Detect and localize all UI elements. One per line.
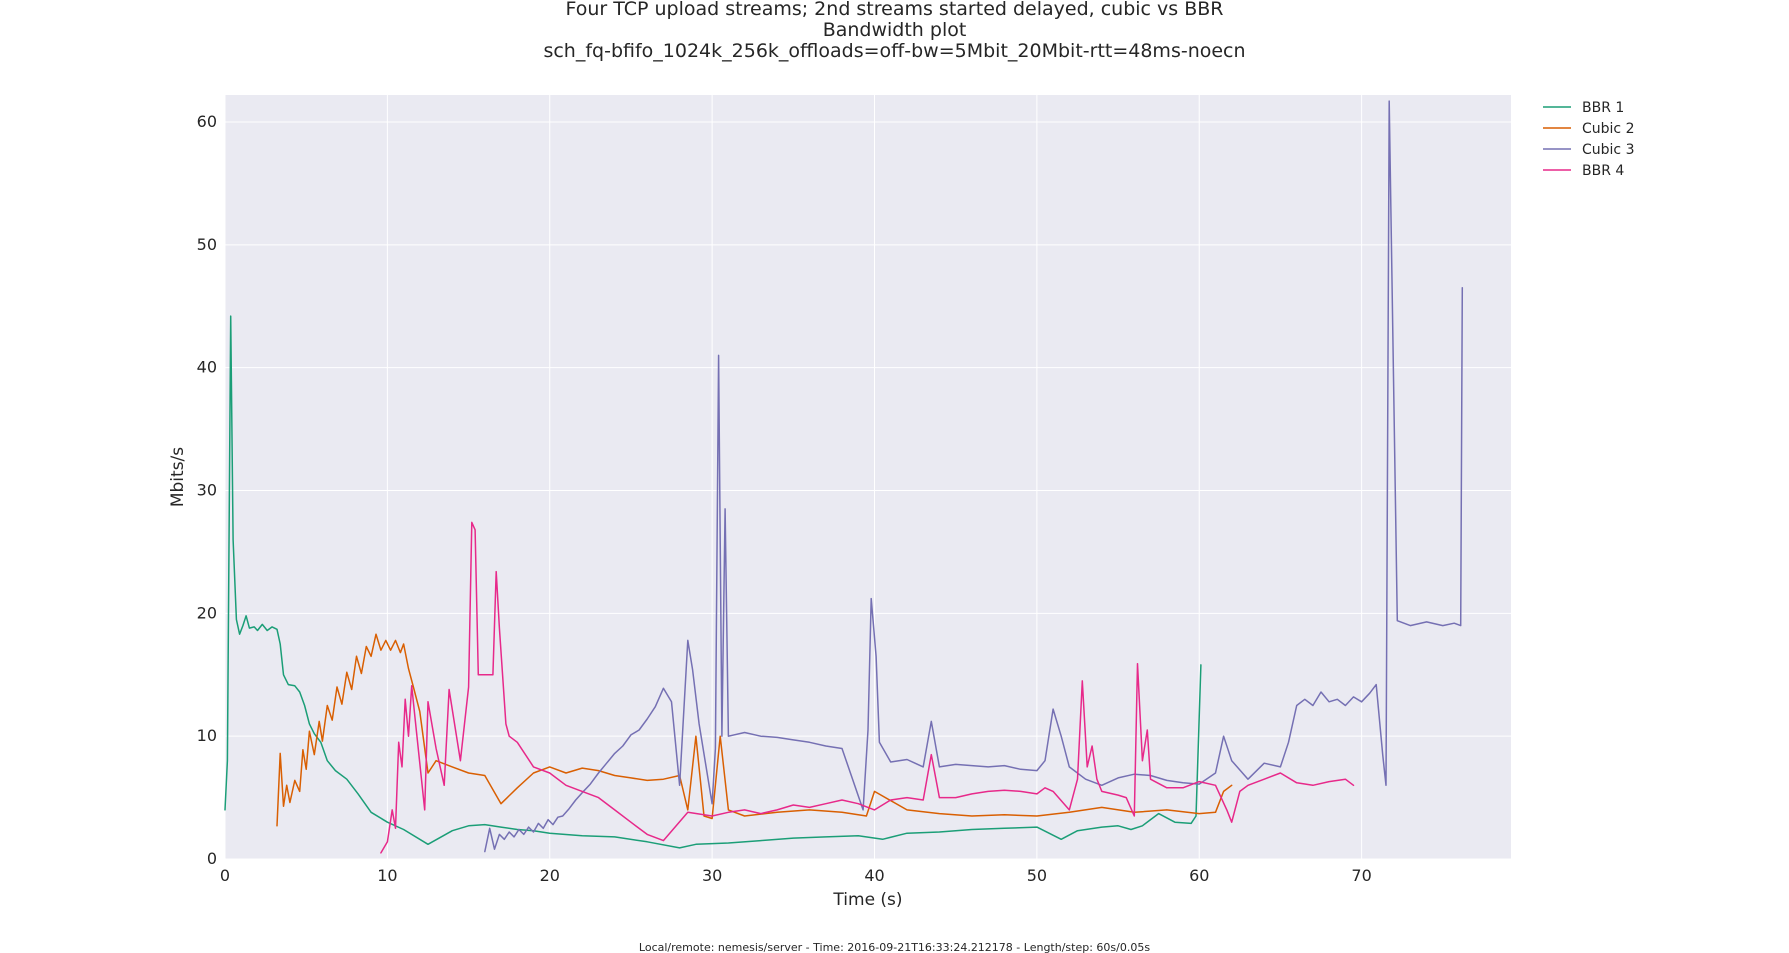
y-tick-label: 0	[207, 849, 217, 868]
footer-info: Local/remote: nemesis/server - Time: 201…	[639, 941, 1150, 953]
series-line-cubic-2	[276, 633, 1233, 827]
y-tick-label: 50	[197, 235, 217, 254]
series-line-bbr-4	[380, 521, 1355, 854]
legend-label: Cubic 3	[1582, 142, 1634, 158]
x-tick-label: 20	[540, 866, 560, 885]
y-axis-label: Mbits/s	[168, 447, 188, 507]
y-tick-label: 40	[197, 358, 217, 377]
x-tick-label: 60	[1189, 866, 1209, 885]
chart-title-line-3: sch_fq-bfifo_1024k_256k_offloads=off-bw=…	[543, 40, 1245, 62]
axis-ticks: 0 10 20 30 40 50 60 70 0 10 20 30 40 50 60	[197, 112, 1372, 885]
legend-label: Cubic 2	[1582, 121, 1634, 137]
x-tick-label: 40	[864, 866, 884, 885]
y-tick-label: 30	[197, 481, 217, 500]
x-axis-label: Time (s)	[832, 890, 902, 910]
legend: BBR 1 Cubic 2 Cubic 3 BBR 4	[1543, 100, 1634, 179]
y-tick-label: 10	[197, 726, 217, 745]
series-lines	[224, 100, 1464, 854]
y-tick-label: 60	[197, 112, 217, 131]
chart-title-line-1: Four TCP upload streams; 2nd streams sta…	[565, 0, 1223, 20]
series-line-cubic-3	[484, 100, 1464, 853]
x-tick-label: 50	[1027, 866, 1047, 885]
x-tick-label: 70	[1351, 866, 1371, 885]
x-tick-label: 10	[377, 866, 397, 885]
series-line-bbr-1	[224, 315, 1202, 849]
x-tick-label: 30	[702, 866, 722, 885]
legend-label: BBR 1	[1582, 100, 1624, 116]
chart-title-line-2: Bandwidth plot	[823, 19, 967, 41]
x-tick-label: 0	[220, 866, 230, 885]
legend-label: BBR 4	[1582, 163, 1624, 179]
y-tick-label: 20	[197, 603, 217, 622]
